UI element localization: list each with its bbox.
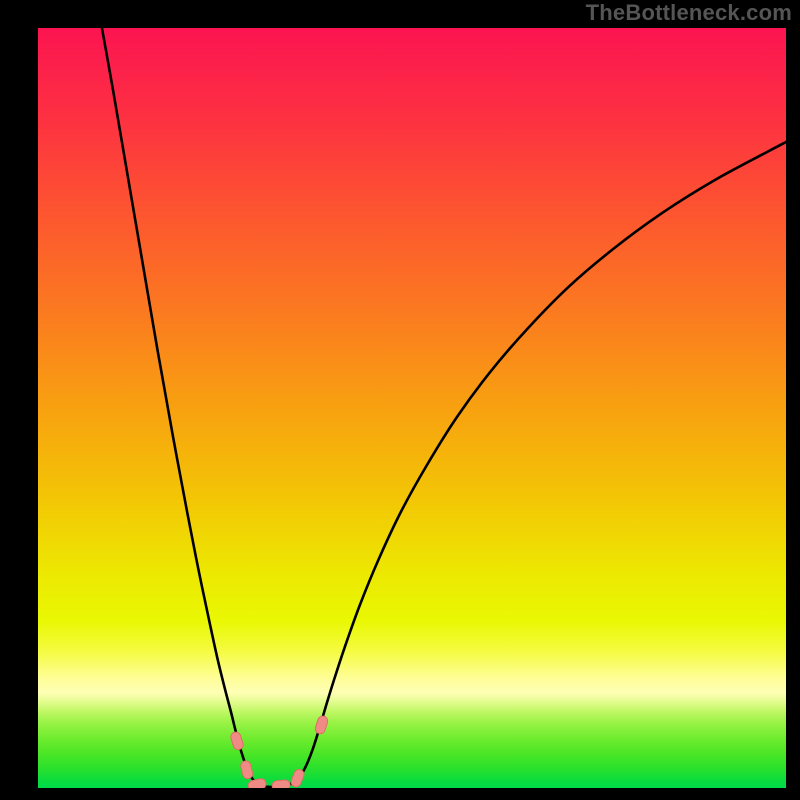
gradient-background [38,28,786,788]
chart-frame: TheBottleneck.com [0,0,800,800]
plot-area [38,28,786,788]
bottleneck-curve-chart [38,28,786,788]
watermark-label: TheBottleneck.com [586,0,792,26]
